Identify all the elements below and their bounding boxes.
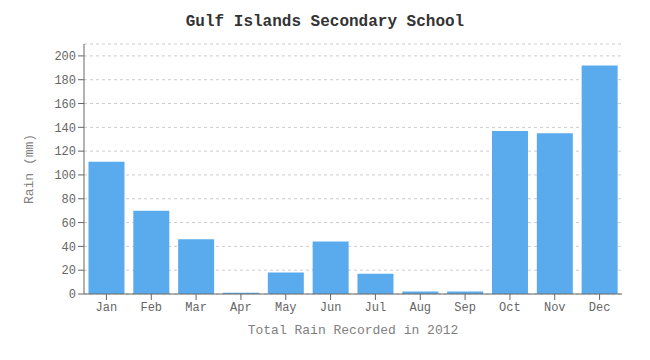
svg-text:160: 160 (54, 98, 76, 112)
svg-text:Jun: Jun (320, 301, 342, 315)
svg-text:180: 180 (54, 74, 76, 88)
svg-text:Rain (mm): Rain (mm) (22, 134, 37, 204)
html-text:Gulf Islands Secondary School: Gulf Islands Secondary School (185, 13, 465, 31)
svg-text:80: 80 (62, 193, 76, 207)
svg-text:140: 140 (54, 122, 76, 136)
svg-text:Aug: Aug (409, 301, 431, 315)
svg-text:40: 40 (62, 241, 76, 255)
svg-text:Jul: Jul (365, 301, 387, 315)
svg-text:Jan: Jan (96, 301, 118, 315)
svg-text:200: 200 (54, 50, 76, 64)
svg-text:Apr: Apr (230, 301, 252, 315)
svg-text:Feb: Feb (140, 301, 162, 315)
svg-text:Dec: Dec (589, 301, 611, 315)
svg-text:20: 20 (62, 264, 76, 278)
svg-text:May: May (275, 301, 297, 315)
svg-text:Sep: Sep (454, 301, 476, 315)
svg-text:Mar: Mar (185, 301, 207, 315)
svg-text:100: 100 (54, 169, 76, 183)
svg-text:Nov: Nov (544, 301, 566, 315)
svg-text:Total Rain Recorded in 2012: Total Rain Recorded in 2012 (248, 323, 459, 338)
svg-text:Oct: Oct (499, 301, 521, 315)
svg-text:120: 120 (54, 145, 76, 159)
svg-text:0: 0 (69, 288, 76, 302)
svg-text:60: 60 (62, 217, 76, 231)
